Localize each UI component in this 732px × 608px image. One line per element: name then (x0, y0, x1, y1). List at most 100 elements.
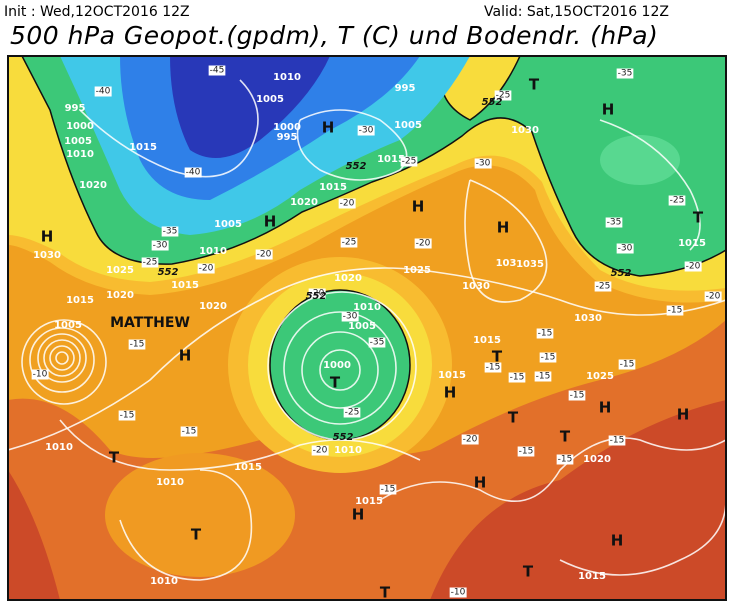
field-deep-red (8, 470, 60, 600)
isobar-label: 1015 (377, 154, 405, 165)
temperature-label: -15 (610, 436, 625, 446)
isobar-label: 1015 (678, 238, 706, 249)
temperature-label-box (341, 311, 359, 322)
isobar-label: 1000 (323, 360, 351, 371)
temperature-label-box (618, 359, 636, 370)
temperature-label-box (128, 339, 146, 350)
isobar-label: 1015 (319, 182, 347, 193)
temperature-label-box (536, 328, 554, 339)
pressure-center: H (611, 532, 624, 550)
temperature-label: -15 (558, 455, 573, 465)
pressure-center: H (352, 506, 365, 524)
temperature-label: -20 (706, 292, 721, 302)
isobar-label: 995 (277, 132, 298, 143)
temperature-label: -30 (153, 241, 168, 251)
temperature-label-box (568, 390, 586, 401)
isobar-label: 1015 (129, 142, 157, 153)
temperature-label-box (141, 257, 159, 268)
isobar-label: 1015 (438, 370, 466, 381)
isobar-label: 1010 (353, 302, 381, 313)
isobar-label: 1035 (516, 259, 544, 270)
height-label: 552 (306, 291, 327, 302)
temperature-label: -20 (416, 239, 431, 249)
isobar-label: 1005 (54, 320, 82, 331)
isobar-label: 1025 (106, 265, 134, 276)
temperature-label-box (368, 337, 386, 348)
temperature-label: -20 (313, 446, 328, 456)
pressure-center: T (693, 209, 704, 227)
map-title: 500 hPa Geopot.(gpdm), T (C) und Bodendr… (10, 21, 658, 50)
temperature-label-box (484, 362, 502, 373)
temperature-label-box (449, 587, 467, 598)
temperature-label-box (666, 305, 684, 316)
temperature-label: -15 (538, 329, 553, 339)
temperature-label-box (208, 65, 226, 76)
temperature-label: -10 (451, 588, 466, 598)
temperature-label: -15 (541, 353, 556, 363)
temperature-label: -40 (186, 168, 201, 178)
isobar-label: 1005 (348, 321, 376, 332)
map-frame (7, 55, 727, 601)
temperature-label: -25 (143, 258, 158, 268)
isobar-label: 1015 (355, 496, 383, 507)
temperature-label-box (31, 369, 49, 380)
init-time: Init : Wed,12OCT2016 12Z (4, 4, 190, 20)
temperature-label-box (616, 243, 634, 254)
temperature-label: -30 (359, 126, 374, 136)
isobar-label: 1020 (106, 290, 134, 301)
isobar-label: 103 (496, 258, 517, 269)
temperature-label: -15 (381, 485, 396, 495)
temperature-label-box (400, 156, 418, 167)
isobar-label: 1000 (66, 121, 94, 132)
temperature-label-box (184, 167, 202, 178)
temperature-label: -20 (463, 435, 478, 445)
pressure-center: H (412, 198, 425, 216)
field-dark-blue (170, 56, 330, 158)
isobars (8, 79, 726, 581)
pressure-center: T (492, 348, 503, 366)
isobar-label: 995 (395, 83, 416, 94)
pressure-center: H (444, 384, 457, 402)
temperature-label-box (616, 68, 634, 79)
pressure-center: H (474, 474, 487, 492)
temperature-label-box (704, 291, 722, 302)
temperature-label-box (556, 454, 574, 465)
temperature-label: -35 (370, 338, 385, 348)
temperature-label: -15 (182, 427, 197, 437)
height-label: 552 (346, 161, 367, 172)
temperature-label-box (517, 446, 535, 457)
pressure-center: H (602, 101, 615, 119)
temperature-label-box (161, 226, 179, 237)
storm-name: MATTHEW (110, 315, 190, 331)
height-label: 552 (333, 432, 354, 443)
field-light-green (600, 135, 680, 185)
map-field (8, 56, 726, 600)
pressure-center: H (179, 347, 192, 365)
pressure-center: T (330, 374, 341, 392)
temperature-label: -25 (345, 408, 360, 418)
pressure-center: H (497, 219, 510, 237)
temperature-label-box (338, 198, 356, 209)
isobar-label: 1010 (273, 72, 301, 83)
temperature-label-box (684, 261, 702, 272)
isobar-label: 1010 (334, 445, 362, 456)
pressure-center: T (508, 409, 519, 427)
temperature-label: -15 (510, 373, 525, 383)
isobar-label: 1015 (66, 295, 94, 306)
isobar-label: 1010 (150, 576, 178, 587)
isobar-label: 1020 (583, 454, 611, 465)
temperature-label: -35 (607, 218, 622, 228)
temperature-label: -15 (570, 391, 585, 401)
temperature-label: -35 (618, 69, 633, 79)
isobar-label: 1005 (214, 219, 242, 230)
isobar-label: 1015 (473, 335, 501, 346)
isobar-label: 1000 (273, 122, 301, 133)
temperature-label: -15 (120, 411, 135, 421)
pressure-center: H (41, 228, 54, 246)
temperature-label: -25 (402, 157, 417, 167)
temperature-label-box (508, 372, 526, 383)
temperature-label-box (118, 410, 136, 421)
isobar-label: 1010 (45, 442, 73, 453)
temperature-label-box (94, 86, 112, 97)
